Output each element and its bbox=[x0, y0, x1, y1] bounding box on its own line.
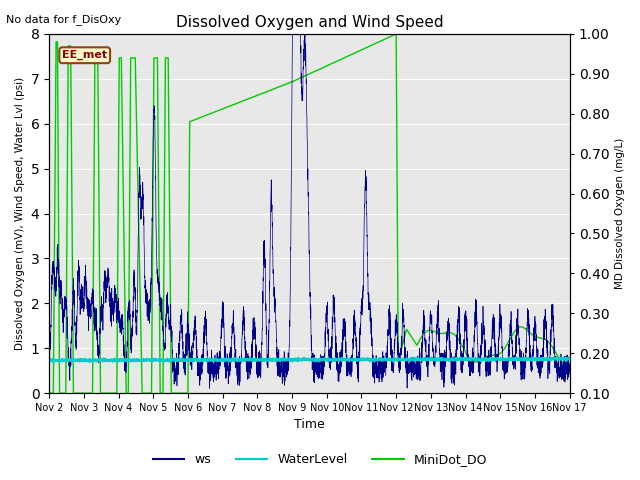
Y-axis label: MD Dissolved Oxygen (mg/L): MD Dissolved Oxygen (mg/L) bbox=[615, 138, 625, 289]
Title: Dissolved Oxygen and Wind Speed: Dissolved Oxygen and Wind Speed bbox=[175, 15, 444, 30]
X-axis label: Time: Time bbox=[294, 419, 324, 432]
Y-axis label: Dissolved Oxygen (mV), Wind Speed, Water Lvl (psi): Dissolved Oxygen (mV), Wind Speed, Water… bbox=[15, 77, 25, 350]
Text: EE_met: EE_met bbox=[62, 50, 108, 60]
Text: No data for f_DisOxy: No data for f_DisOxy bbox=[6, 14, 122, 25]
Legend: ws, WaterLevel, MiniDot_DO: ws, WaterLevel, MiniDot_DO bbox=[148, 448, 492, 471]
